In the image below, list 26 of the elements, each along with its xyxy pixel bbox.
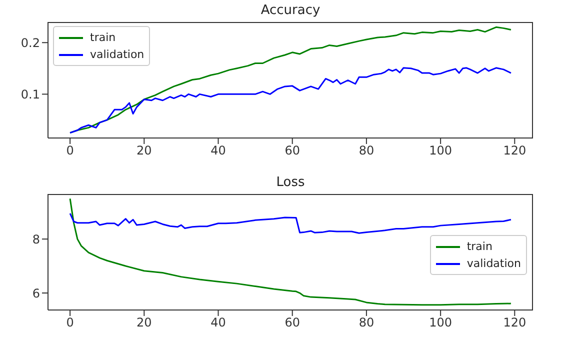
legend-label: train <box>90 31 116 44</box>
line-series <box>69 67 512 134</box>
x-tick-label: 0 <box>66 316 74 330</box>
y-tick-label: 0.1 <box>20 87 40 102</box>
legend-label: validation <box>466 257 521 270</box>
x-tick-label: 100 <box>429 144 452 158</box>
x-tick-label: 40 <box>210 316 226 330</box>
legend-label: validation <box>90 48 144 61</box>
x-tick-label: 100 <box>429 316 452 330</box>
x-tick-label: 80 <box>358 316 374 330</box>
x-tick-label: 20 <box>136 316 152 330</box>
y-tick-label: 6 <box>32 286 40 300</box>
x-tick-label: 60 <box>284 316 300 330</box>
x-tick-label: 0 <box>66 144 74 158</box>
x-tick-label: 80 <box>358 144 374 158</box>
y-tick-label: 0.2 <box>20 36 40 50</box>
y-tick-label: 8 <box>32 232 40 246</box>
line-series <box>69 212 512 234</box>
x-tick-label: 120 <box>503 144 526 158</box>
x-tick-label: 60 <box>284 144 300 158</box>
chart-title: Accuracy <box>260 3 322 18</box>
x-tick-label: 120 <box>503 316 526 330</box>
x-tick-label: 20 <box>136 144 152 158</box>
legend-label: train <box>466 240 492 253</box>
chart-title: Loss <box>275 175 306 190</box>
x-tick-label: 40 <box>210 144 226 158</box>
